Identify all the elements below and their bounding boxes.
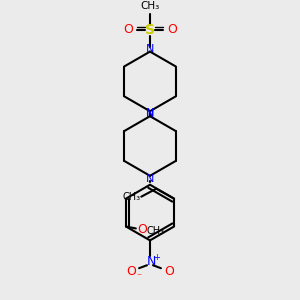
Text: N: N <box>146 174 154 184</box>
Text: N: N <box>146 44 154 54</box>
Text: O: O <box>137 223 147 236</box>
Text: CH₃: CH₃ <box>140 1 160 11</box>
Text: N: N <box>146 109 154 119</box>
Text: N: N <box>146 108 154 118</box>
Text: S: S <box>145 23 155 37</box>
Text: CH₃: CH₃ <box>147 226 165 236</box>
Text: O: O <box>126 265 136 278</box>
Text: O: O <box>167 23 177 36</box>
Text: ⁻: ⁻ <box>136 272 142 282</box>
Text: N: N <box>146 255 156 268</box>
Text: CH₃: CH₃ <box>122 192 140 202</box>
Text: +: + <box>154 253 160 262</box>
Text: O: O <box>123 23 133 36</box>
Text: O: O <box>164 265 174 278</box>
